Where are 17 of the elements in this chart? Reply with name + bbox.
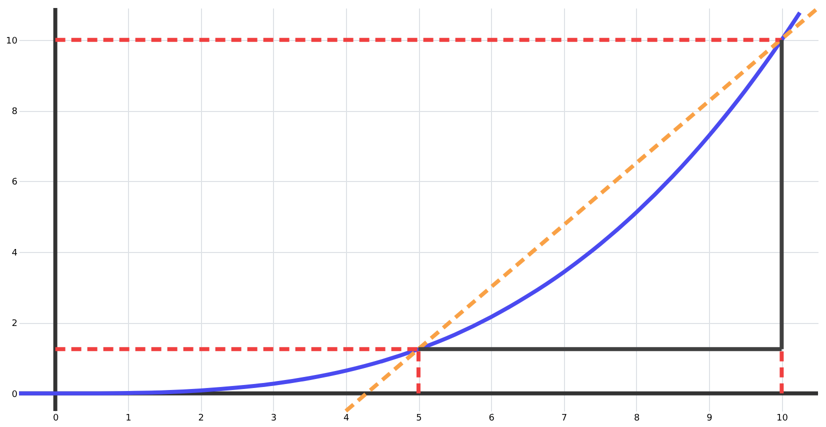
- y-tick-label: 6: [12, 178, 18, 188]
- y-tick-label: 10: [6, 36, 18, 46]
- x-tick-label: 1: [126, 414, 132, 424]
- x-tick-label: 4: [343, 414, 350, 424]
- x-tick-label: 0: [52, 414, 59, 424]
- y-tick-label: 2: [12, 319, 18, 330]
- y-tick-label: 0: [12, 390, 18, 400]
- x-tick-label: 2: [198, 414, 204, 424]
- x-tick-label: 3: [270, 414, 277, 424]
- y-tick-label: 8: [12, 107, 18, 118]
- x-tick-label: 5: [416, 414, 422, 424]
- x-tick-label: 10: [776, 414, 788, 424]
- x-tick-label: 6: [488, 414, 495, 424]
- x-tick-label: 8: [634, 414, 640, 424]
- y-tick-label: 4: [12, 248, 18, 258]
- x-tick-label: 9: [706, 414, 713, 424]
- x-tick-label: 7: [561, 414, 568, 424]
